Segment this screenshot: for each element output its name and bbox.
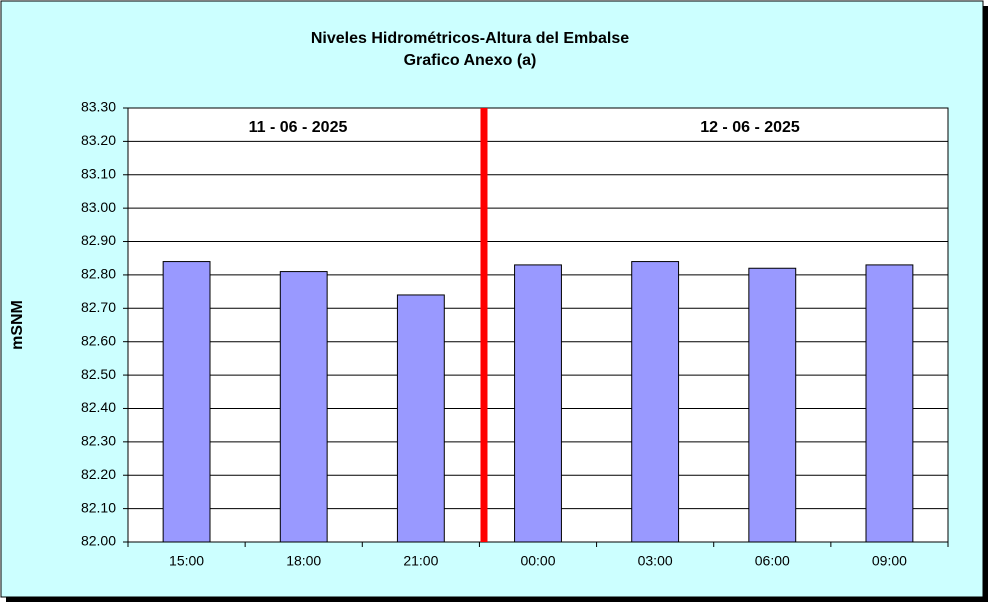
x-tick-label: 00:00 — [520, 553, 555, 569]
chart-subtitle: Grafico Anexo (a) — [404, 52, 537, 69]
bar — [396, 294, 445, 543]
y-tick-label: 82.10 — [81, 499, 116, 515]
y-tick-label: 82.00 — [81, 533, 116, 549]
y-tick-label: 82.90 — [81, 232, 116, 248]
y-tick-label: 83.00 — [81, 199, 116, 215]
x-tick-label: 21:00 — [403, 553, 438, 569]
bar — [162, 261, 211, 543]
y-tick-label: 82.40 — [81, 399, 116, 415]
x-tick-label: 18:00 — [286, 553, 321, 569]
y-tick-label: 83.20 — [81, 132, 116, 148]
date-annotation: 11 - 06 - 2025 — [249, 119, 348, 136]
y-tick-label: 82.20 — [81, 466, 116, 482]
chart-title: Niveles Hidrométricos-Altura del Embalse — [311, 30, 629, 47]
x-tick-label: 15:00 — [169, 553, 204, 569]
y-axis-label: mSNM — [9, 300, 26, 350]
date-annotation: 12 - 06 - 2025 — [700, 119, 800, 136]
x-tick-label: 09:00 — [872, 553, 907, 569]
y-tick-label: 82.80 — [81, 266, 116, 282]
y-tick-label: 82.30 — [81, 433, 116, 449]
y-tick-label: 82.60 — [81, 332, 116, 348]
bars — [162, 261, 914, 543]
y-tick-label: 82.70 — [81, 299, 116, 315]
y-tick-label: 83.30 — [81, 99, 116, 115]
bar — [631, 261, 680, 543]
y-tick-label: 82.50 — [81, 366, 116, 382]
bar — [865, 264, 914, 543]
x-tick-label: 06:00 — [755, 553, 790, 569]
bar — [279, 271, 328, 543]
bar — [748, 267, 797, 543]
bar — [514, 264, 562, 543]
y-tick-label: 83.10 — [81, 165, 116, 181]
x-tick-label: 03:00 — [638, 553, 673, 569]
